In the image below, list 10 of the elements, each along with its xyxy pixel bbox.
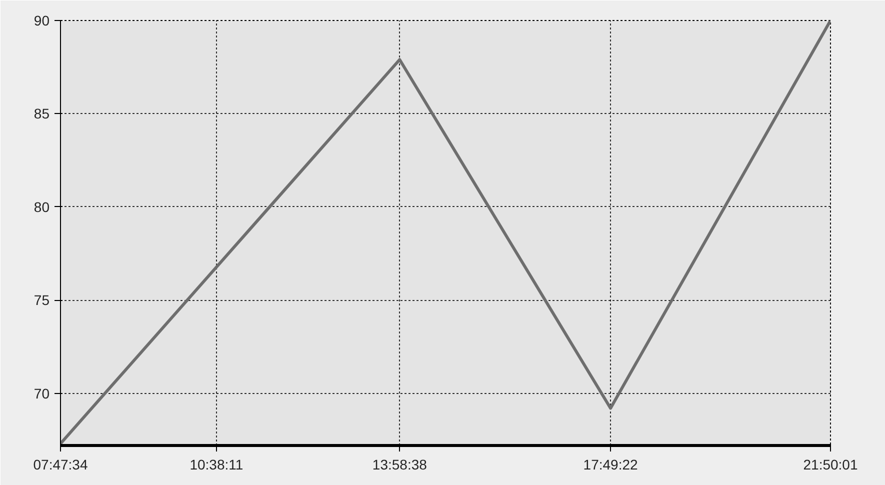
x-tick-label: 13:58:38	[372, 456, 428, 472]
y-tick-label: 85	[34, 106, 50, 122]
y-tick-label: 80	[34, 198, 50, 215]
x-tick-label: 07:47:34	[33, 456, 88, 472]
y-tick-label: 75	[34, 292, 50, 308]
x-tick-label: 10:38:11	[190, 456, 244, 472]
x-tick-label: 21:50:01	[803, 456, 858, 472]
x-tick-label: 17:49:22	[583, 456, 638, 472]
y-tick-label: 70	[34, 385, 50, 402]
y-tick-label: 90	[34, 12, 50, 28]
